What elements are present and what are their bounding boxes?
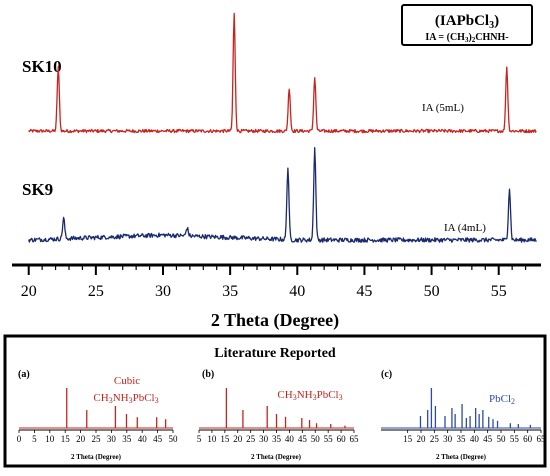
panel-a-xlabel: 2 Theta (Degree) [71,453,122,461]
panel-a-ticks: 0 5 10 15 20 25 30 35 40 45 50 [17,429,179,444]
panel-tick-label: 45 [298,434,308,444]
panel-b-ticks: 5 10 15 20 25 30 35 40 45 50 55 60 65 [197,429,360,444]
panel-tick-label: 40 [138,434,148,444]
x-axis-title: 2 Theta (Degree) [211,310,339,331]
literature-panel-c: (c) PbCl2 15 20 25 30 35 40 45 50 55 60 65 2 Theta… [381,369,546,461]
panel-tick-label: 30 [107,434,117,444]
panel-tick-label: 50 [497,434,507,444]
literature-panel-border [3,334,547,468]
literature-panel: Literature Reported (a) Cubic CH3NH3PbCl… [3,334,547,468]
formula-box-border [401,4,533,46]
panel-tick-label: 5 [32,434,37,444]
panel-tick-label: 5 [197,434,202,444]
panel-a-compound-line1: Cubic [114,375,140,387]
panel-tick-label: 55 [324,434,334,444]
panel-c-label: (c) [381,369,392,380]
trace-sk10 [28,12,537,134]
panel-c-compound: PbCl2 [489,393,515,406]
panel-tick-label: 10 [207,434,217,444]
x-axis-ticks: 20 25 30 35 40 45 50 55 [21,265,527,300]
x-tick-label: 20 [21,283,37,300]
formula-line-1: (IAPbCl3) [435,13,499,31]
formula-line-2: IA = (CH3)2CHNH- [425,32,508,44]
x-tick-label: 35 [222,283,238,300]
literature-panel-a: (a) Cubic CH3NH3PbCl3 0 5 10 15 20 25 30 35 40 45… [17,369,178,461]
panel-tick-label: 45 [153,434,163,444]
panel-tick-label: 55 [510,434,520,444]
panel-tick-label: 65 [537,434,547,444]
panel-c-peaks [381,388,541,429]
x-tick-label: 55 [491,283,507,300]
annotation-sk10: IA (5mL) [422,102,464,114]
panel-tick-label: 35 [272,434,282,444]
panel-tick-label: 50 [311,434,321,444]
panel-tick-label: 25 [246,434,256,444]
panel-tick-label: 20 [417,434,427,444]
panel-tick-label: 40 [285,434,295,444]
panel-tick-label: 65 [350,434,360,444]
panel-tick-label: 60 [337,434,347,444]
panel-tick-label: 20 [76,434,86,444]
panel-tick-label: 35 [457,434,467,444]
panel-b-compound: CH3NH3PbCl3 [277,389,342,402]
panel-tick-label: 30 [443,434,453,444]
panel-b-peaks [199,388,354,429]
panel-tick-label: 15 [220,434,230,444]
literature-panel-b: (b) CH3NH3PbCl3 5 10 15 20 25 30 35 40 45 50 55 60 6… [197,369,359,461]
x-tick-label: 45 [356,283,372,300]
x-tick-label: 40 [289,283,305,300]
series-label-sk10: SK10 [22,57,62,76]
formula-box: (IAPbCl3) IA = (CH3)2CHNH- [401,4,533,46]
x-tick-label: 30 [155,283,171,300]
annotation-sk9: IA (4mL) [444,222,486,234]
panel-tick-label: 15 [403,434,413,444]
x-tick-label: 50 [424,283,440,300]
panel-a-label: (a) [18,369,30,380]
x-tick-label: 25 [88,283,104,300]
main-xrd-chart: SK10 SK9 IA (5mL) IA (4mL) 20 25 30 35 40 45 5… [12,12,541,331]
panel-tick-label: 20 [233,434,243,444]
panel-c-xlabel: 2 Theta (Degree) [436,453,487,461]
panel-b-xlabel: 2 Theta (Degree) [251,453,302,461]
panel-c-ticks: 15 20 25 30 35 40 45 50 55 60 65 [381,429,547,444]
panel-tick-label: 10 [45,434,55,444]
panel-tick-label: 35 [122,434,132,444]
series-label-sk9: SK9 [22,180,53,199]
panel-b-label: (b) [202,369,214,380]
panel-tick-label: 30 [259,434,269,444]
panel-tick-label: 0 [17,434,22,444]
panel-tick-label: 15 [61,434,71,444]
panel-tick-label: 25 [92,434,102,444]
trace-sk9 [28,147,537,243]
panel-tick-label: 25 [430,434,440,444]
panel-tick-label: 50 [169,434,179,444]
panel-tick-label: 60 [523,434,533,444]
literature-title: Literature Reported [214,346,336,361]
panel-tick-label: 45 [483,434,493,444]
panel-tick-label: 40 [470,434,480,444]
panel-a-compound: CH3NH3PbCl3 [93,392,158,405]
panel-a-peaks [19,388,173,429]
